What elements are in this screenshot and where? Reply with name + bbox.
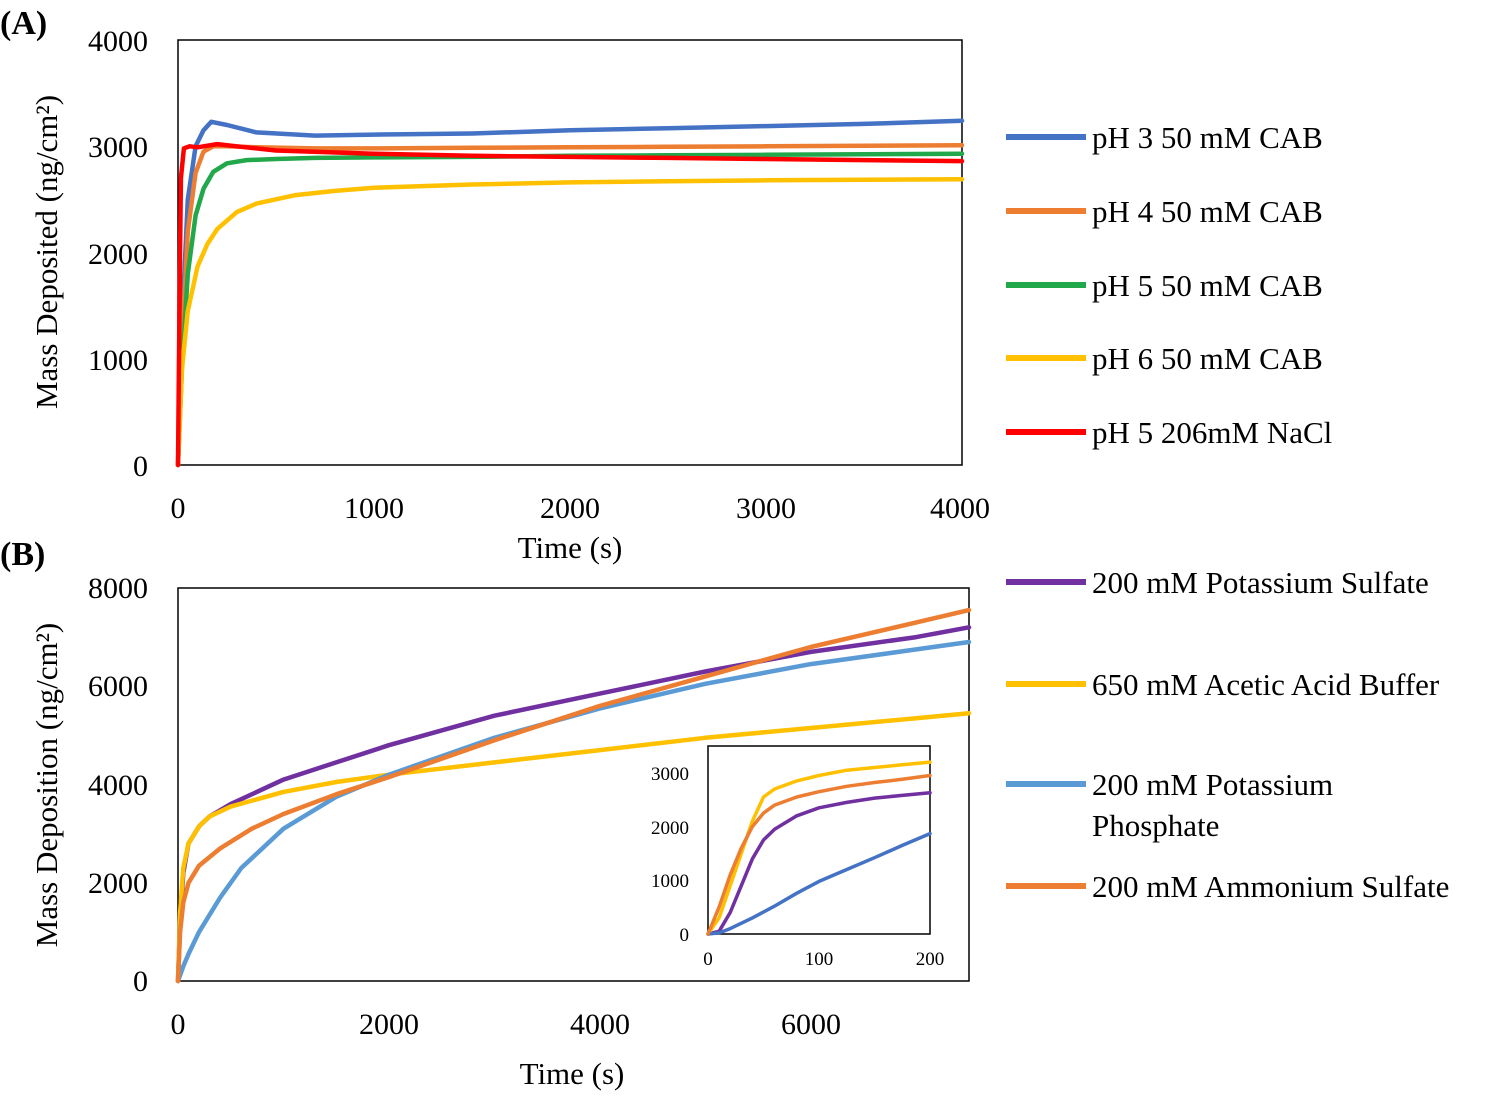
panel-a-series-ph-5-206mm-nacl bbox=[175, 141, 965, 468]
panel-a-xtick-2000: 2000 bbox=[540, 492, 600, 525]
panel-b-xtick-2000: 2000 bbox=[359, 1008, 419, 1041]
inset-ytick-1000: 1000 bbox=[651, 871, 689, 892]
panel-a-ytick-3000: 3000 bbox=[88, 131, 148, 164]
panel-b-legend-label-200-mm-potassium-phosphate: 200 mM Potassium Phosphate bbox=[1092, 767, 1333, 843]
inset-series bbox=[706, 760, 932, 936]
panel-b-series bbox=[175, 607, 972, 984]
inset-xtick-200: 200 bbox=[916, 949, 945, 970]
panel-a-x-axis-title: Time (s) bbox=[518, 530, 623, 565]
inset-series-200-mm-ammonium-sulfate bbox=[706, 773, 932, 936]
panel-b-inset: 0 1000 2000 3000 0 100 200 bbox=[651, 745, 945, 970]
panel-b-ytick-0: 0 bbox=[133, 965, 148, 998]
panel-b-y-axis-title: Mass Deposition (ng/cm²) bbox=[29, 623, 64, 947]
panel-a-series-ph-3-50-mm-cab bbox=[175, 118, 965, 468]
panel-a-label: (A) bbox=[0, 5, 47, 42]
panel-a-series-ph-4-50-mm-cab bbox=[175, 142, 965, 468]
panel-a-plot-area bbox=[177, 39, 963, 466]
panel-a-xtick-1000: 1000 bbox=[344, 492, 404, 525]
panel-a-legend-label-ph-3-50-mm-cab: pH 3 50 mM CAB bbox=[1092, 120, 1323, 155]
panel-a-legend-label-ph-4-50-mm-cab: pH 4 50 mM CAB bbox=[1092, 194, 1323, 229]
panel-a-legend: pH 3 50 mM CAB pH 4 50 mM CAB pH 5 50 mM C… bbox=[1006, 120, 1332, 450]
panel-a-ytick-4000: 4000 bbox=[88, 25, 148, 58]
panel-b-xtick-0: 0 bbox=[171, 1008, 186, 1041]
inset-series-200-mm-potassium-sulfate bbox=[706, 790, 932, 936]
inset-ytick-2000: 2000 bbox=[651, 818, 689, 839]
panel-a-xtick-0: 0 bbox=[171, 492, 186, 525]
panel-b-legend-label-200-mm-ammonium-sulfate: 200 mM Ammonium Sulfate bbox=[1092, 869, 1449, 904]
panel-b-ytick-8000: 8000 bbox=[88, 572, 148, 605]
panel-b-legend-label-650-mm-acetic-acid-buffer: 650 mM Acetic Acid Buffer bbox=[1092, 667, 1440, 702]
panel-b-ytick-6000: 6000 bbox=[88, 670, 148, 703]
panel-b-series-200-mm-potassium-phosphate bbox=[175, 639, 972, 984]
panel-a-xtick-4000: 4000 bbox=[930, 492, 990, 525]
inset-xtick-100: 100 bbox=[805, 949, 834, 970]
inset-series-650-mm-acetic-acid-buffer bbox=[706, 760, 932, 936]
panel-b-legend: 200 mM Potassium Sulfate 650 mM Acetic Ac… bbox=[1006, 565, 1449, 904]
panel-a-series-ph-6-50-mm-cab bbox=[175, 176, 965, 468]
inset-ytick-0: 0 bbox=[680, 925, 690, 946]
panel-b-ytick-2000: 2000 bbox=[88, 867, 148, 900]
panel-a-ticks: 0 1000 2000 3000 4000 0 1000 2000 3000 4… bbox=[88, 25, 990, 525]
panel-a-ytick-1000: 1000 bbox=[88, 344, 148, 377]
panel-a-series bbox=[175, 118, 965, 468]
panel-a-legend-label-ph-5-206mm-nacl: pH 5 206mM NaCl bbox=[1092, 415, 1332, 450]
panel-a-y-axis-title: Mass Deposited (ng/cm²) bbox=[29, 95, 64, 409]
panel-a-ytick-2000: 2000 bbox=[88, 238, 148, 271]
panel-b-legend-label-200-mm-potassium-sulfate: 200 mM Potassium Sulfate bbox=[1092, 565, 1429, 600]
inset-series-200-mm-potassium-phosphate bbox=[706, 831, 932, 936]
panel-b-xtick-6000: 6000 bbox=[781, 1008, 841, 1041]
panel-b-series-650-mm-acetic-acid-buffer bbox=[175, 711, 972, 984]
panel-b-xtick-4000: 4000 bbox=[570, 1008, 630, 1041]
panel-a-legend-label-ph-5-50-mm-cab: pH 5 50 mM CAB bbox=[1092, 268, 1323, 303]
panel-a-legend-label-ph-6-50-mm-cab: pH 6 50 mM CAB bbox=[1092, 341, 1323, 376]
inset-ytick-3000: 3000 bbox=[651, 764, 689, 785]
panel-b-ytick-4000: 4000 bbox=[88, 769, 148, 802]
panel-b: (B) 0 2000 4000 6000 8000 0 2000 4000 60… bbox=[0, 536, 1449, 1091]
panel-a: (A) 0 1000 2000 3000 4000 0 1000 2000 30… bbox=[0, 5, 1332, 565]
panel-a-xtick-3000: 3000 bbox=[736, 492, 796, 525]
panel-b-series-200-mm-ammonium-sulfate bbox=[175, 607, 972, 984]
panel-b-label: (B) bbox=[0, 536, 45, 573]
panel-a-series-ph-5-50-mm-cab bbox=[175, 151, 965, 468]
panel-b-ticks: 0 2000 4000 6000 8000 0 2000 4000 6000 bbox=[88, 572, 841, 1041]
inset-xtick-0: 0 bbox=[703, 949, 713, 970]
panel-b-x-axis-title: Time (s) bbox=[520, 1056, 625, 1091]
panel-a-ytick-0: 0 bbox=[133, 450, 148, 483]
